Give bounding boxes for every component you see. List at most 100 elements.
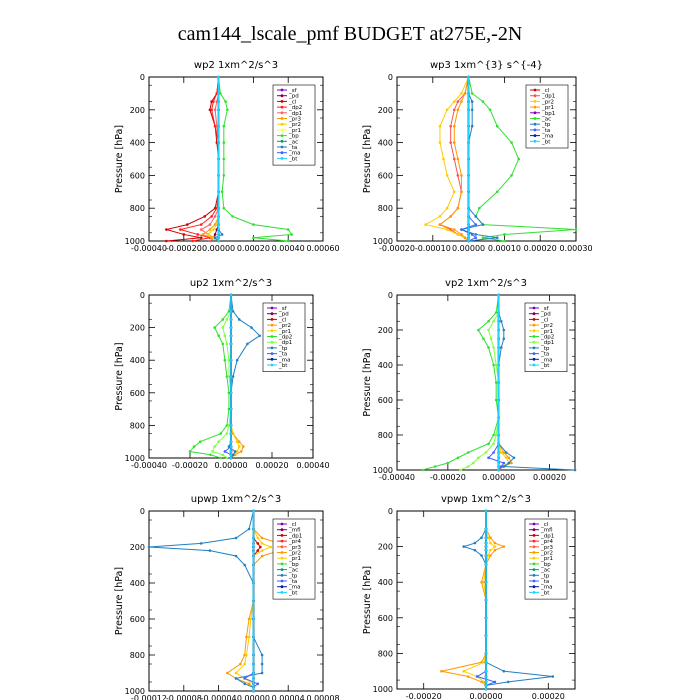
legend-label: _ac xyxy=(540,568,550,574)
legend-label: _pd xyxy=(540,312,551,318)
series-point-tp xyxy=(462,545,466,548)
x-tick-label: 0.00000 xyxy=(469,692,502,700)
series-point-tp xyxy=(208,549,212,552)
legend-label: _ma xyxy=(278,357,290,363)
y-tick-label: 600 xyxy=(378,614,393,623)
series-point-bt xyxy=(467,141,470,144)
x-tick-label: -0.00020 xyxy=(379,244,415,253)
series-point-bt xyxy=(467,124,470,128)
series-point-cl xyxy=(165,239,168,243)
legend-marker xyxy=(533,100,537,103)
series-point-pr1 xyxy=(235,450,239,453)
series-point-dp1 xyxy=(487,328,490,332)
legend-label: _dp1 xyxy=(540,340,554,346)
y-tick-label: 0 xyxy=(388,291,393,300)
series-point-bt xyxy=(217,206,220,210)
legend-marker xyxy=(533,111,537,115)
series-point-bt xyxy=(229,318,233,321)
series-point-pr2 xyxy=(445,228,449,231)
series-point-ta xyxy=(256,682,260,686)
y-axis-label: Pressure [hPa] xyxy=(362,125,373,193)
series-point-ta xyxy=(499,465,503,468)
legend-marker xyxy=(533,122,537,126)
x-tick-label: 0.00020 xyxy=(532,692,565,700)
series-point-ta xyxy=(470,233,474,236)
legend-marker xyxy=(280,117,284,120)
y-tick-label: 600 xyxy=(378,396,393,405)
series-point-bt xyxy=(497,442,501,446)
legend-marker xyxy=(270,357,274,361)
series-point-dp2 xyxy=(213,326,216,329)
legend-label: _pr4 xyxy=(288,539,302,545)
series-point-pr2 xyxy=(456,233,460,236)
legend-marker xyxy=(270,340,274,344)
legend-marker xyxy=(280,573,284,577)
series-point-ta xyxy=(213,236,217,240)
series-point-bt xyxy=(229,358,233,362)
legend-label: _ma xyxy=(540,357,552,363)
series-point-dp1 xyxy=(477,456,480,460)
series-point-tp xyxy=(473,541,477,545)
series-point-ta xyxy=(502,461,506,465)
legend-label: _dp1 xyxy=(278,340,292,346)
series-point-tp xyxy=(247,527,251,531)
x-tick-label: 0.00020 xyxy=(237,244,270,253)
series-point-tp xyxy=(260,653,264,657)
legend-label: _tp xyxy=(278,346,288,352)
legend-marker xyxy=(270,323,274,327)
series-point-bt xyxy=(252,554,255,558)
series-point-bt xyxy=(217,157,220,161)
legend-label: _pr2 xyxy=(540,551,553,557)
series-point-dp1 xyxy=(213,108,217,112)
legend-label: _tp xyxy=(541,122,551,128)
series-point-bt xyxy=(252,599,255,603)
legend-marker xyxy=(280,545,284,549)
series-point-bp xyxy=(252,223,255,226)
series-point-bp xyxy=(222,157,226,161)
legend-marker xyxy=(280,134,284,138)
series-point-ac xyxy=(478,206,481,210)
series-point-dp1 xyxy=(452,157,456,161)
series-point-dp1 xyxy=(466,465,470,468)
series-point-tp xyxy=(499,346,503,349)
legend-marker xyxy=(533,128,537,132)
legend-label: _dp2 xyxy=(278,335,292,341)
series-point-bt xyxy=(484,548,488,552)
series-point-tp xyxy=(234,536,238,540)
series-point-ac xyxy=(481,100,485,103)
legend-marker xyxy=(532,585,536,589)
legend-marker xyxy=(532,568,536,571)
series-point-pr1 xyxy=(452,124,456,128)
series-point-ta xyxy=(474,223,478,226)
series-point-pr1 xyxy=(456,157,460,161)
legend-label: _bp xyxy=(288,562,299,568)
series-point-pr2 xyxy=(226,671,229,675)
series-point-pr1 xyxy=(452,141,456,144)
series-point-tp xyxy=(502,328,506,332)
series-point-tp xyxy=(234,677,238,680)
legend-marker xyxy=(280,128,284,132)
y-tick-label: 600 xyxy=(378,171,393,180)
legend-marker xyxy=(280,534,284,537)
series-point-dp2 xyxy=(487,346,490,349)
panel-title: vpwp 1xm^2/s^3 xyxy=(441,494,531,505)
series-point-bt xyxy=(217,174,220,177)
series-point-bt xyxy=(484,684,488,687)
series-point-dp2 xyxy=(192,445,196,448)
series-point-bt xyxy=(217,108,220,112)
y-tick-label: 600 xyxy=(130,171,145,180)
series-point-bp xyxy=(231,215,234,218)
legend-marker xyxy=(280,522,284,526)
series-point-dp1 xyxy=(449,141,453,144)
series-point-bt xyxy=(497,461,501,465)
series-point-pr1 xyxy=(486,536,490,539)
series-point-dp1 xyxy=(489,337,493,341)
legend-label: _pr3 xyxy=(288,117,302,123)
series-line-dp2 xyxy=(189,294,232,459)
legend-label: _pr2 xyxy=(541,99,554,105)
legend-label: _bp xyxy=(288,134,299,140)
legend-marker xyxy=(533,105,537,109)
series-point-dp1 xyxy=(213,215,217,218)
series-point-bt xyxy=(467,233,470,236)
series-point-dp2 xyxy=(225,424,229,427)
